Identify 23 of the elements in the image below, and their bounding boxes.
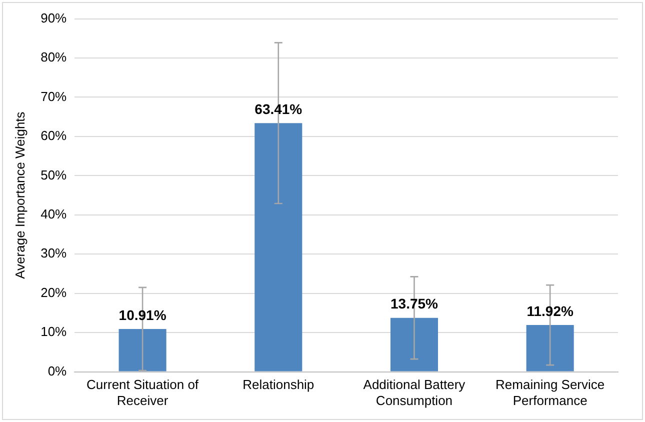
x-tick-label: Remaining Service Performance (496, 377, 605, 408)
y-tick-label: 70% (40, 88, 68, 104)
y-tick-label: 30% (40, 246, 68, 261)
bar (118, 329, 166, 372)
y-tick-label: 40% (40, 206, 68, 222)
data-label: 13.75% (390, 296, 439, 312)
y-tick-label: 90% (40, 10, 68, 26)
bar (254, 123, 302, 372)
x-tick-label: Current Situation of Receiver (86, 377, 199, 408)
y-axis-title: Average Importance Weights (12, 111, 28, 279)
y-tick-label: 80% (40, 50, 68, 65)
x-tick-label: Additional Battery Consumption (363, 377, 466, 408)
bar (390, 318, 438, 372)
y-tick-label: 10% (40, 324, 68, 340)
y-tick-label: 0% (48, 363, 68, 378)
data-label: 63.41% (254, 100, 303, 117)
data-label: 10.91% (118, 306, 167, 323)
y-tick-label: 60% (40, 128, 68, 144)
y-tick-label: 50% (40, 167, 68, 182)
x-tick-label: Relationship (242, 377, 314, 392)
bar (526, 325, 574, 372)
data-label: 11.92% (526, 302, 574, 319)
y-tick-label: 20% (40, 284, 68, 300)
